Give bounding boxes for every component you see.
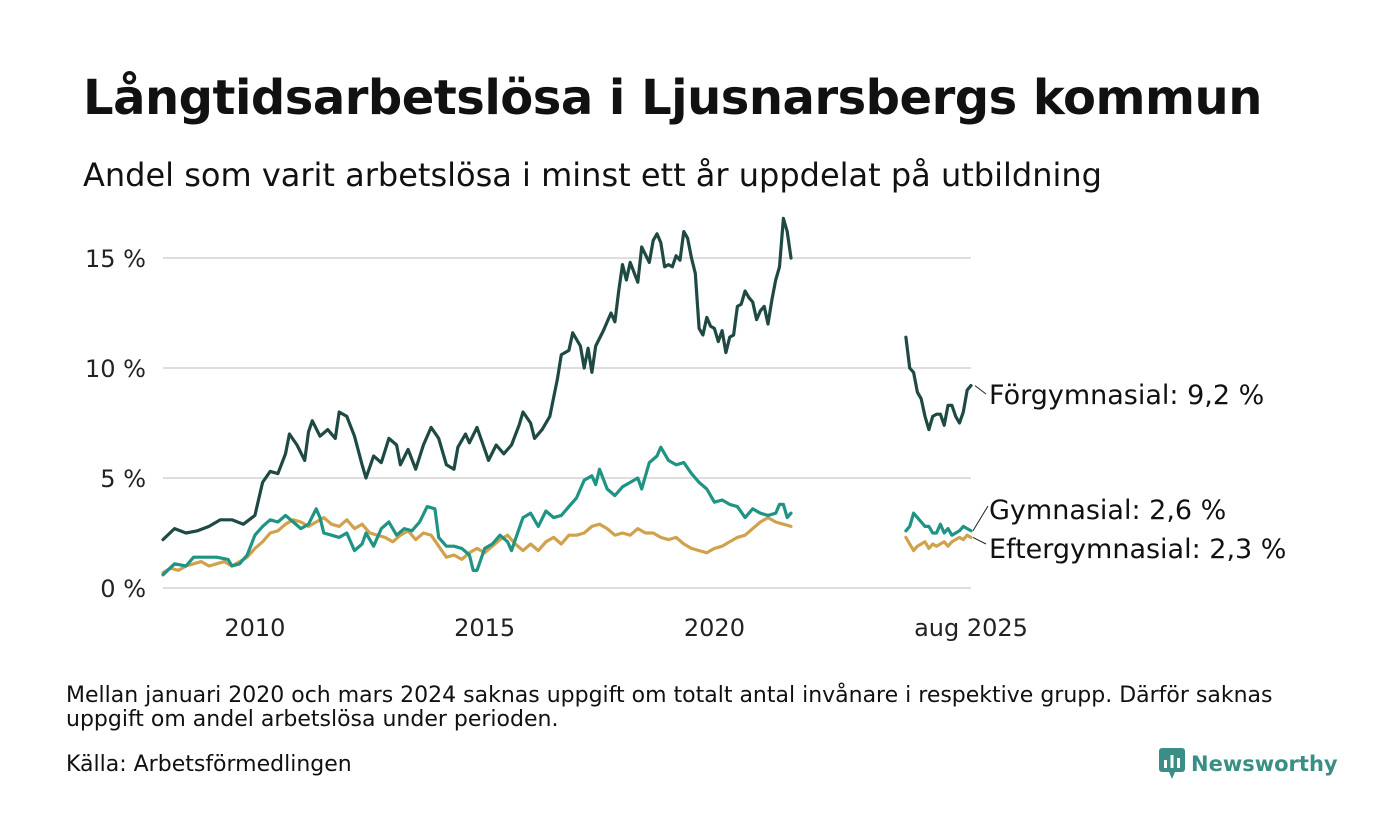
- y-tick-label: 10 %: [85, 355, 146, 383]
- label-leader-line: [972, 505, 989, 532]
- newsworthy-logo-icon: [1159, 748, 1185, 779]
- series-line-förgymnasial: [904, 335, 973, 432]
- gridlines: [163, 257, 971, 589]
- chart-title: Långtidsarbetslösa i Ljusnarsbergs kommu…: [83, 70, 1262, 126]
- end-label-eftergymnasial: Eftergymnasial: 2,3 %: [989, 534, 1286, 565]
- series-lines: [161, 216, 973, 577]
- footnote: Mellan januari 2020 och mars 2024 saknas…: [66, 683, 1273, 732]
- brand-name: Newsworthy: [1191, 752, 1338, 776]
- y-tick-label: 5 %: [100, 465, 146, 493]
- series-line-eftergymnasial: [161, 516, 793, 575]
- line-chart: 0 % 5 % 10 % 15 % 2010 2015 2020 aug 2025 Förgym…: [85, 216, 1286, 642]
- x-tick-label: 2010: [224, 614, 285, 642]
- y-tick-label: 15 %: [85, 245, 146, 273]
- series-line-förgymnasial: [161, 216, 793, 542]
- x-tick-label: aug 2025: [914, 614, 1028, 642]
- series-line-eftergymnasial: [904, 533, 973, 553]
- label-leader-line: [974, 385, 987, 395]
- chart-labels: 0 % 5 % 10 % 15 % 2010 2015 2020 aug 2025 Förgym…: [85, 245, 1286, 642]
- x-tick-label: 2015: [454, 614, 515, 642]
- series-line-gymnasial: [904, 511, 973, 537]
- end-label-gymnasial: Gymnasial: 2,6 %: [989, 495, 1226, 526]
- label-leader-line: [972, 536, 987, 545]
- x-tick-label: 2020: [684, 614, 745, 642]
- y-tick-label: 0 %: [100, 575, 146, 603]
- series-line-gymnasial: [161, 445, 793, 577]
- end-label-förgymnasial: Förgymnasial: 9,2 %: [989, 380, 1264, 411]
- source-credit: Källa: Arbetsförmedlingen: [66, 752, 352, 777]
- chart-subtitle: Andel som varit arbetslösa i minst ett å…: [83, 156, 1102, 194]
- newsworthy-logo: Newsworthy: [1159, 748, 1338, 780]
